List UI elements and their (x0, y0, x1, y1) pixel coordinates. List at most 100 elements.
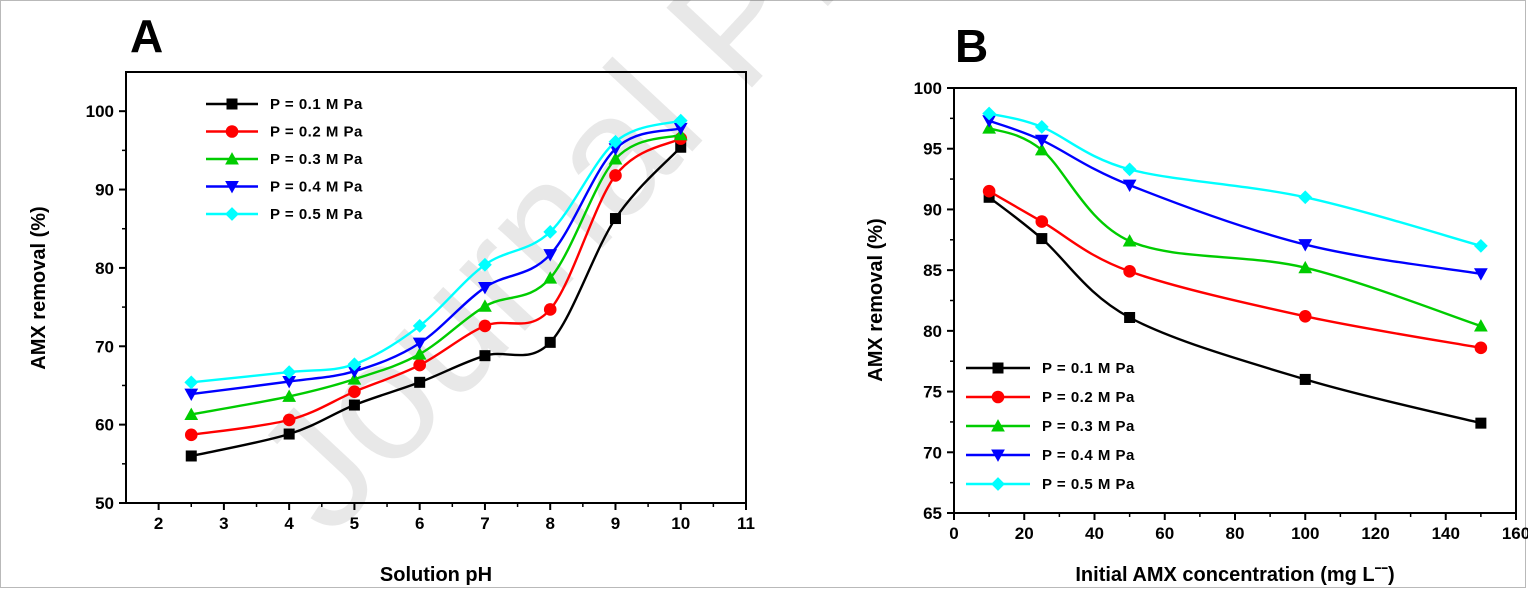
series-2 (184, 132, 688, 442)
legend-marker (991, 449, 1005, 462)
x-tick-label: 140 (1432, 524, 1460, 543)
x-tick-label: 11 (737, 514, 755, 533)
data-point (413, 358, 426, 372)
data-point (543, 271, 558, 284)
y-tick-label: 95 (923, 140, 942, 159)
data-point (1474, 319, 1488, 332)
x-tick-label: 100 (1291, 524, 1319, 543)
data-point (675, 141, 687, 153)
data-point (982, 115, 996, 128)
data-point (347, 357, 362, 372)
x-tick-label: 120 (1361, 524, 1389, 543)
data-point (412, 347, 427, 360)
series-line (988, 112, 1482, 248)
y-tick-label: 90 (923, 200, 942, 219)
data-point (184, 375, 199, 390)
data-point (412, 319, 427, 333)
series-3 (982, 121, 1488, 332)
series-2 (982, 184, 1488, 355)
panel-letter-b: B (955, 20, 988, 72)
data-point (1123, 265, 1136, 278)
data-point (1122, 234, 1137, 247)
series-line (988, 119, 1482, 275)
series-1 (185, 141, 687, 462)
x-tick-label: 10 (671, 514, 690, 533)
x-tick-label: 40 (1085, 524, 1104, 543)
data-point (543, 224, 558, 239)
legend-label: P = 0.4 M Pa (1042, 447, 1135, 464)
data-point (982, 106, 996, 121)
data-point (1124, 312, 1136, 323)
data-point (982, 184, 996, 198)
y-tick-label: 60 (95, 416, 114, 435)
x-tick-label: 160 (1502, 524, 1528, 543)
series-line (191, 127, 682, 396)
legend-marker (226, 98, 238, 110)
x-tick-label: 80 (1226, 524, 1245, 543)
data-point (1036, 233, 1048, 245)
series-5 (184, 113, 688, 390)
x-tick-label: 4 (284, 514, 294, 533)
series-4 (982, 115, 1488, 281)
legend-label: P = 0.4 M Pa (270, 179, 363, 196)
legend-label: P = 0.2 M Pa (270, 124, 363, 141)
data-point (347, 372, 362, 385)
x-tick-label: 20 (1015, 524, 1034, 543)
y-tick-label: 65 (923, 504, 942, 523)
x-tick-label: 3 (219, 514, 228, 533)
legend-marker (991, 390, 1005, 404)
data-point (414, 376, 426, 388)
series-line (191, 137, 682, 436)
x-tick-label: 2 (154, 514, 163, 533)
data-point (543, 303, 557, 316)
data-point (609, 213, 621, 225)
data-point (1475, 417, 1487, 429)
legend-marker (225, 152, 239, 165)
data-point (185, 450, 197, 462)
x-tick-label: 0 (949, 524, 958, 543)
data-point (1298, 309, 1312, 323)
data-point (1474, 341, 1488, 355)
legend-marker (225, 181, 239, 194)
legend-marker (991, 477, 1005, 491)
data-point (478, 319, 492, 333)
data-point (478, 257, 492, 272)
y-tick-label: 70 (923, 443, 942, 462)
legend-label: P = 0.3 M Pa (270, 151, 363, 168)
x-tick-label: 7 (480, 514, 489, 533)
legend-marker (225, 207, 239, 221)
data-point (478, 282, 492, 295)
data-point (282, 413, 296, 427)
data-point (1474, 238, 1488, 253)
legend-label: P = 0.1 M Pa (270, 96, 363, 113)
y-tick-label: 85 (923, 261, 942, 280)
data-point (1034, 119, 1049, 134)
series-4 (184, 122, 688, 401)
data-point (543, 249, 558, 262)
panel-letter-a: A (130, 10, 163, 62)
data-point (282, 365, 297, 380)
data-point (348, 385, 361, 399)
legend-marker (992, 362, 1004, 374)
y-tick-label: 75 (923, 383, 942, 402)
y-tick-label: 80 (95, 259, 114, 278)
x-tick-label: 5 (350, 514, 359, 533)
data-point (184, 407, 199, 420)
legend-label: P = 0.2 M Pa (1042, 389, 1135, 406)
legend-label: P = 0.1 M Pa (1042, 360, 1135, 377)
data-point (1122, 162, 1137, 177)
x-axis-label: Initial AMX concentration (mg Lˉˉ) (1075, 564, 1394, 586)
data-point (609, 169, 622, 182)
data-point (544, 336, 556, 348)
data-point (478, 299, 492, 312)
data-point (283, 428, 295, 440)
data-point (673, 122, 688, 136)
legend-label: P = 0.5 M Pa (270, 206, 363, 223)
data-point (184, 428, 198, 442)
data-point (1122, 179, 1137, 193)
data-point (282, 389, 297, 402)
y-tick-label: 80 (923, 322, 942, 341)
y-tick-label: 90 (95, 181, 114, 200)
data-point (1298, 239, 1313, 252)
